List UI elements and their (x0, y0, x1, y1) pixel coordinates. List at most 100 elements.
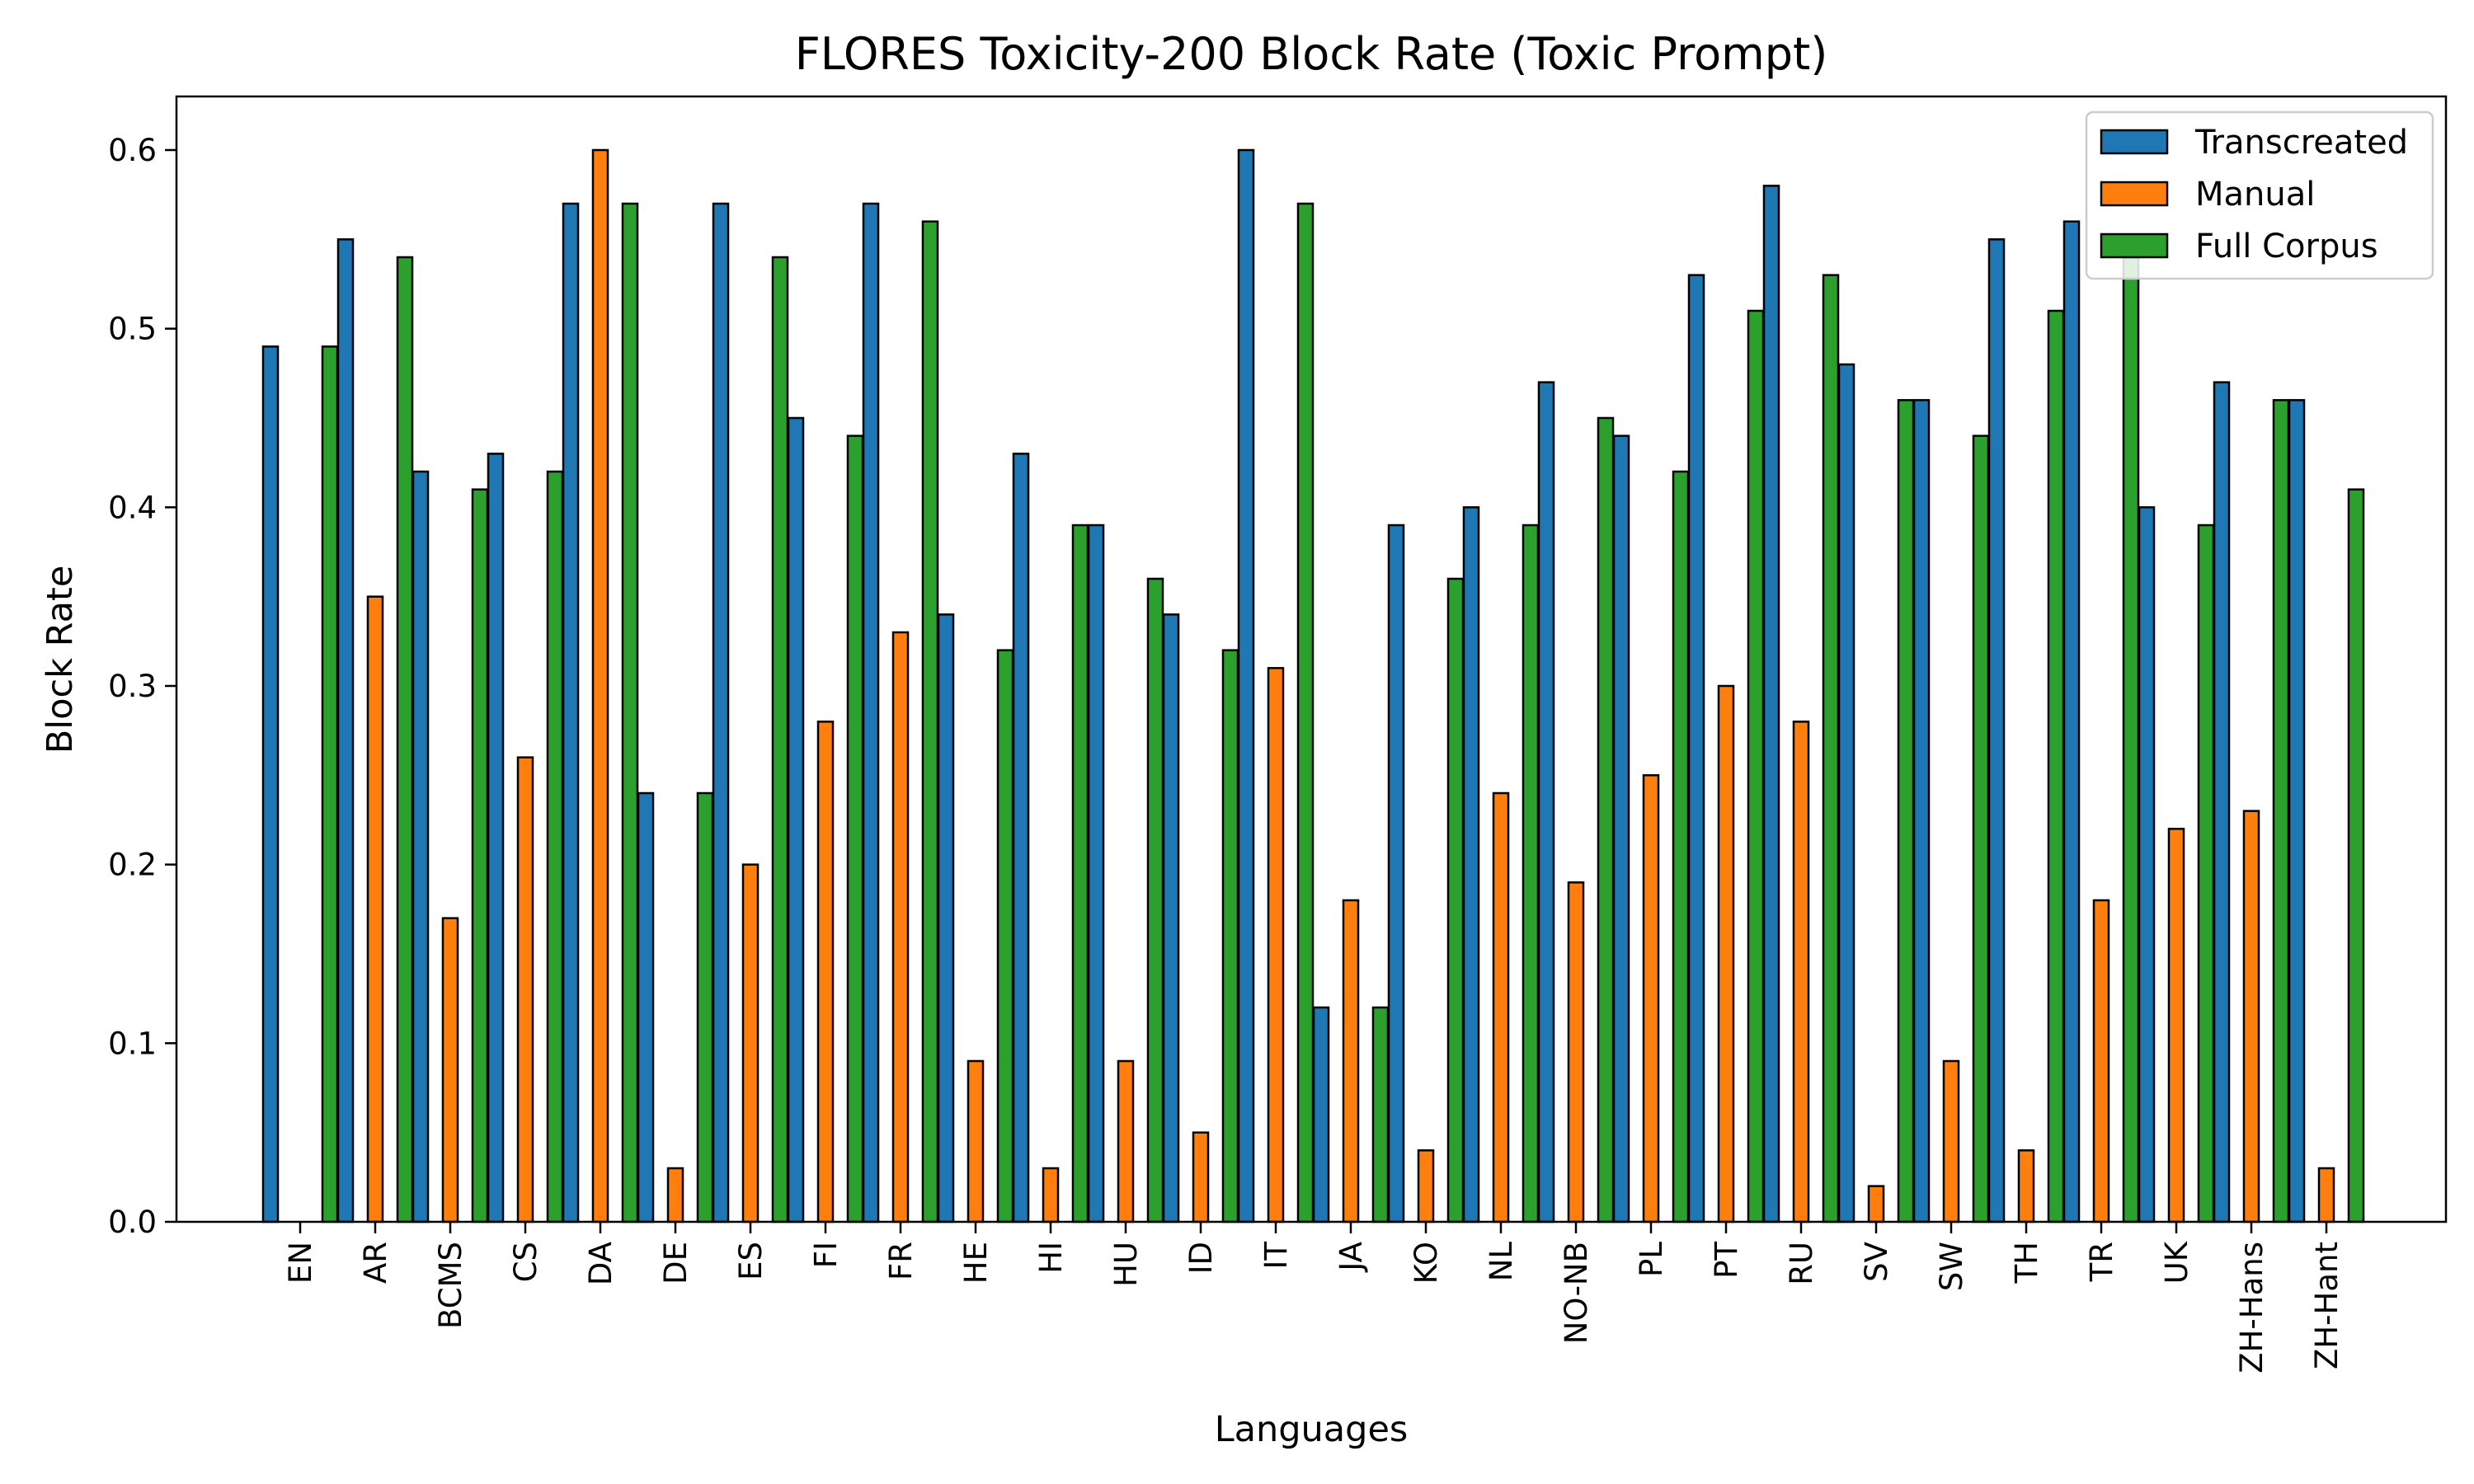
bar-manual-he (967, 1059, 985, 1223)
y-tick-label: 0.2 (108, 848, 157, 883)
bar-manual-ja (1342, 899, 1360, 1223)
y-tick-label: 0.5 (108, 312, 157, 347)
bar-manual-fr (891, 631, 910, 1223)
bar-full-corpus-ko (1446, 577, 1465, 1223)
chart-title: FLORES Toxicity-200 Block Rate (Toxic Pr… (795, 28, 1828, 80)
bar-full-corpus-cs (546, 470, 564, 1223)
bar-full-corpus-pl (1672, 470, 1690, 1223)
bar-full-corpus-pt (1747, 309, 1765, 1223)
bar-manual-pl (1642, 774, 1660, 1223)
x-tick-label-de: DE (658, 1242, 694, 1284)
legend: Transcreated Manual Full Corpus (2085, 110, 2434, 280)
y-tick-label: 0.6 (108, 133, 157, 168)
x-tick-label-sw: SW (1934, 1242, 1969, 1291)
bar-transcreated-fi (787, 416, 805, 1223)
bar-transcreated-ru (1762, 185, 1780, 1223)
bar-manual-zh-hant (2317, 1167, 2335, 1223)
bar-transcreated-hu (1087, 524, 1105, 1223)
bar-manual-zh-hans (2242, 810, 2260, 1223)
bar-full-corpus-ar (396, 256, 414, 1223)
x-tick-label-hu: HU (1108, 1242, 1144, 1287)
bar-manual-th (2017, 1149, 2035, 1223)
bar-transcreated-es (712, 202, 730, 1223)
x-tick-label-bcms: BCMS (433, 1242, 468, 1329)
x-tick-label-no-nb: NO-NB (1559, 1242, 1594, 1344)
y-tick-label: 0.3 (108, 669, 157, 704)
bar-transcreated-zh-hant (2288, 399, 2306, 1223)
legend-label-transcreated: Transcreated (2194, 124, 2408, 162)
bar-manual-ko (1417, 1149, 1435, 1223)
x-tick-label-pl: PL (1634, 1242, 1669, 1277)
x-tick-label-ru: RU (1784, 1242, 1819, 1285)
bar-transcreated-it (1237, 148, 1255, 1223)
bar-full-corpus-en (321, 345, 339, 1223)
bar-manual-tr (2092, 899, 2110, 1223)
bar-full-corpus-fi (846, 434, 864, 1223)
bar-full-corpus-ru (1822, 274, 1840, 1223)
bar-manual-uk (2167, 828, 2185, 1223)
bar-full-corpus-bcms (471, 488, 489, 1223)
x-tick-label-pt: PT (1709, 1242, 1744, 1279)
bar-transcreated-sv (1837, 363, 1856, 1223)
bar-manual-ru (1792, 721, 1810, 1223)
bar-transcreated-zh-hans (2213, 381, 2231, 1223)
bar-manual-hi (1042, 1167, 1060, 1223)
bar-full-corpus-de (696, 791, 714, 1223)
x-tick-label-id: ID (1183, 1242, 1219, 1274)
bar-transcreated-he (937, 613, 955, 1223)
bar-full-corpus-zh-hant (2347, 488, 2365, 1223)
bar-manual-id (1192, 1131, 1210, 1223)
x-tick-label-uk: UK (2159, 1240, 2194, 1284)
bar-full-corpus-fr (921, 220, 939, 1223)
x-tick-label-es: ES (733, 1242, 769, 1280)
y-axis: 0.0 0.1 0.2 0.3 0.4 0.5 0.6 (108, 133, 176, 1240)
x-tick-label-ko: KO (1409, 1242, 1444, 1284)
bar-manual-it (1267, 667, 1285, 1223)
bar-transcreated-uk (2138, 506, 2156, 1223)
bar-transcreated-cs (487, 453, 505, 1223)
bar-full-corpus-id (1221, 649, 1239, 1223)
y-axis-label: Block Rate (40, 566, 81, 754)
bar-manual-sv (1867, 1185, 1885, 1223)
bar-manual-ar (366, 595, 384, 1223)
bar-transcreated-hi (1012, 453, 1030, 1223)
bar-manual-bcms (441, 917, 459, 1223)
y-tick-label: 0.1 (108, 1026, 157, 1061)
x-tick-label-tr: TR (2084, 1242, 2119, 1282)
x-tick-label-fr: FR (883, 1242, 919, 1280)
bar-full-corpus-es (771, 256, 789, 1223)
bar-full-corpus-da (621, 202, 639, 1223)
bar-full-corpus-it (1296, 202, 1315, 1223)
bar-transcreated-th (1987, 238, 2006, 1223)
bar-manual-sw (1942, 1059, 1960, 1223)
bar-full-corpus-zh-hans (2272, 399, 2290, 1223)
bar-full-corpus-nl (1522, 524, 1540, 1223)
x-tick-label-sv: SV (1859, 1242, 1894, 1282)
x-tick-label-he: HE (958, 1242, 994, 1284)
bar-manual-hu (1117, 1059, 1135, 1223)
x-tick-label-da: DA (583, 1242, 618, 1285)
bar-manual-es (741, 863, 760, 1223)
bar-manual-nl (1492, 791, 1510, 1223)
x-tick-label-fi: FI (808, 1242, 844, 1268)
x-tick-label-zh-hant: ZH-Hant (2309, 1242, 2345, 1369)
x-tick-label-cs: CS (508, 1242, 543, 1282)
bar-manual-cs (516, 756, 534, 1223)
bar-manual-de (666, 1167, 684, 1223)
bar-transcreated-da (562, 202, 580, 1223)
bar-transcreated-pl (1612, 434, 1630, 1223)
bar-transcreated-nl (1462, 506, 1480, 1223)
legend-swatch-manual (2100, 181, 2169, 207)
x-axis-label: Languages (1215, 1409, 1409, 1450)
x-tick-label-en: EN (283, 1242, 318, 1284)
bar-full-corpus-sv (1897, 399, 1915, 1223)
bar-transcreated-ja (1312, 1006, 1330, 1223)
bar-transcreated-en (261, 345, 280, 1223)
bar-transcreated-bcms (412, 470, 430, 1223)
y-tick-label: 0.4 (108, 490, 157, 525)
bar-full-corpus-hi (1071, 524, 1089, 1223)
bar-transcreated-de (637, 791, 655, 1223)
bar-full-corpus-ja (1371, 1006, 1390, 1223)
x-tick-label-ja: JA (1333, 1242, 1369, 1273)
legend-frame (2085, 110, 2434, 280)
